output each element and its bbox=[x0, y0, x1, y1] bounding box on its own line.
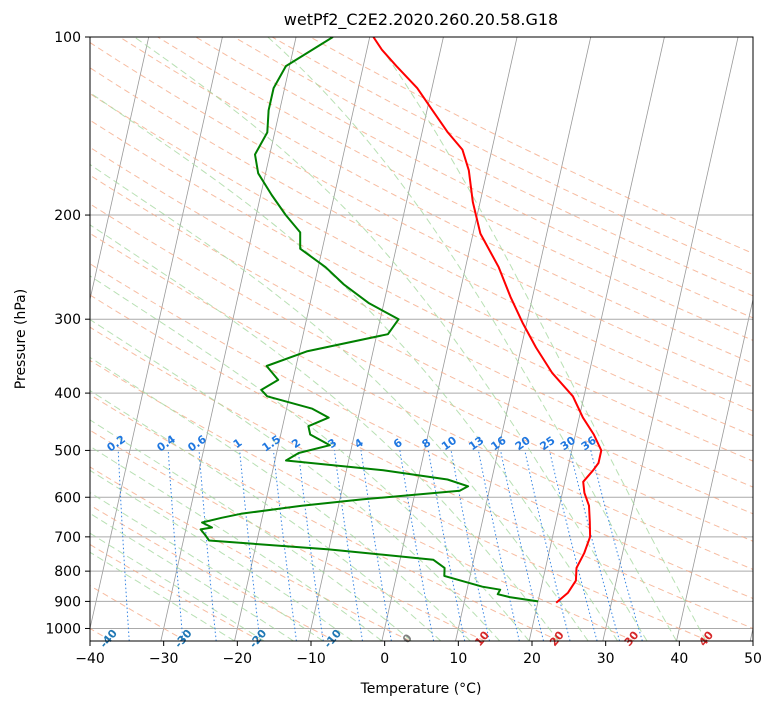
x-tick-label: −20 bbox=[223, 651, 253, 667]
mixing-ratio-line bbox=[239, 450, 261, 641]
isotherm-line bbox=[602, 37, 739, 641]
moist-adiabat-line bbox=[372, 37, 707, 641]
moist-adiabat-line bbox=[90, 163, 589, 641]
dry-adiabat-line bbox=[90, 67, 753, 412]
y-tick-label: 400 bbox=[54, 386, 81, 402]
x-tick-label: −10 bbox=[296, 651, 326, 667]
moist-adiabat-line bbox=[90, 318, 501, 641]
isotherm-line bbox=[676, 297, 753, 641]
isotherm-line bbox=[90, 37, 150, 302]
mixing-ratio-line bbox=[477, 450, 520, 641]
mixing-ratio-line bbox=[569, 450, 620, 641]
isotherm-line bbox=[381, 37, 518, 641]
mixing-ratio-line bbox=[333, 450, 363, 641]
x-tick-label: 30 bbox=[597, 651, 615, 667]
dewpoint-profile-line bbox=[199, 37, 539, 603]
y-tick-label: 900 bbox=[54, 594, 81, 610]
moist-adiabat-line bbox=[90, 532, 265, 641]
plot-frame bbox=[89, 36, 754, 642]
y-axis-label: Pressure (hPa) bbox=[13, 289, 29, 389]
y-axis: 100 200 300 400 500 600 700 800 900 1000 bbox=[45, 30, 90, 637]
moist-adiabat-line bbox=[90, 356, 471, 641]
mixing-ratio-line bbox=[272, 450, 297, 641]
dry-adiabat-line bbox=[195, 37, 753, 319]
isotherm-line bbox=[234, 37, 371, 641]
plot-area bbox=[90, 37, 753, 641]
isotherm-line bbox=[90, 37, 223, 631]
isotherm-line bbox=[307, 37, 444, 641]
mixing-ratio-line bbox=[297, 450, 324, 641]
x-tick-label: 0 bbox=[380, 651, 389, 667]
moist-adiabat-line bbox=[90, 224, 560, 641]
dry-adiabat-line bbox=[90, 203, 753, 542]
y-tick-label: 600 bbox=[54, 490, 81, 506]
x-tick-label: −40 bbox=[75, 651, 105, 667]
x-axis: −40 −30 −20 −10 0 10 20 30 40 50 bbox=[75, 641, 762, 667]
x-tick-label: 20 bbox=[523, 651, 541, 667]
moist-adiabat-line bbox=[90, 389, 442, 641]
dry-adiabat-line bbox=[90, 174, 753, 515]
dry-adiabat-line bbox=[90, 93, 753, 437]
temperature-profile-line bbox=[372, 37, 603, 604]
moist-adiabat-line bbox=[267, 37, 677, 641]
dry-adiabat-line bbox=[90, 263, 753, 600]
isotherm-line bbox=[528, 37, 665, 641]
x-tick-label: −30 bbox=[149, 651, 179, 667]
mixing-ratio-line bbox=[524, 450, 571, 641]
chart-title: wetPf2_C2E2.2020.260.20.58.G18 bbox=[284, 10, 558, 30]
dry-adiabat-line bbox=[90, 146, 753, 488]
y-tick-label: 800 bbox=[54, 564, 81, 580]
moist-adiabat-line bbox=[90, 275, 530, 641]
x-tick-label: 50 bbox=[744, 651, 762, 667]
isotherm-line bbox=[160, 37, 297, 641]
y-tick-label: 500 bbox=[54, 443, 81, 459]
y-tick-label: 200 bbox=[54, 208, 81, 224]
moist-adiabat-line bbox=[134, 37, 648, 641]
dry-adiabat-line bbox=[90, 504, 336, 641]
dry-adiabat-line bbox=[90, 585, 187, 641]
moist-adiabat-line bbox=[90, 419, 412, 641]
moist-adiabat-line bbox=[90, 512, 294, 641]
x-axis-label: Temperature (°C) bbox=[360, 681, 482, 697]
y-tick-label: 300 bbox=[54, 312, 81, 328]
moist-adiabat-line bbox=[90, 445, 383, 641]
dry-adiabat-line bbox=[90, 359, 635, 641]
dry-adiabat-line bbox=[90, 42, 753, 388]
mixing-ratio-line bbox=[450, 450, 490, 641]
y-tick-label: 100 bbox=[54, 30, 81, 46]
isotherm-line bbox=[455, 37, 592, 641]
mixing-ratio-line bbox=[500, 450, 544, 641]
x-tick-label: 10 bbox=[449, 651, 467, 667]
dry-adiabat-line bbox=[157, 37, 753, 341]
y-tick-label: 1000 bbox=[45, 621, 81, 637]
mixing-ratio-line bbox=[360, 450, 392, 641]
mixing-ratio-line bbox=[198, 450, 217, 641]
mixing-ratio-line bbox=[549, 450, 598, 641]
x-tick-label: 40 bbox=[670, 651, 688, 667]
mixing-ratio-line bbox=[590, 450, 643, 641]
moist-adiabat-line bbox=[90, 551, 235, 641]
y-tick-label: 700 bbox=[54, 530, 81, 546]
dry-adiabat-line bbox=[90, 232, 753, 570]
